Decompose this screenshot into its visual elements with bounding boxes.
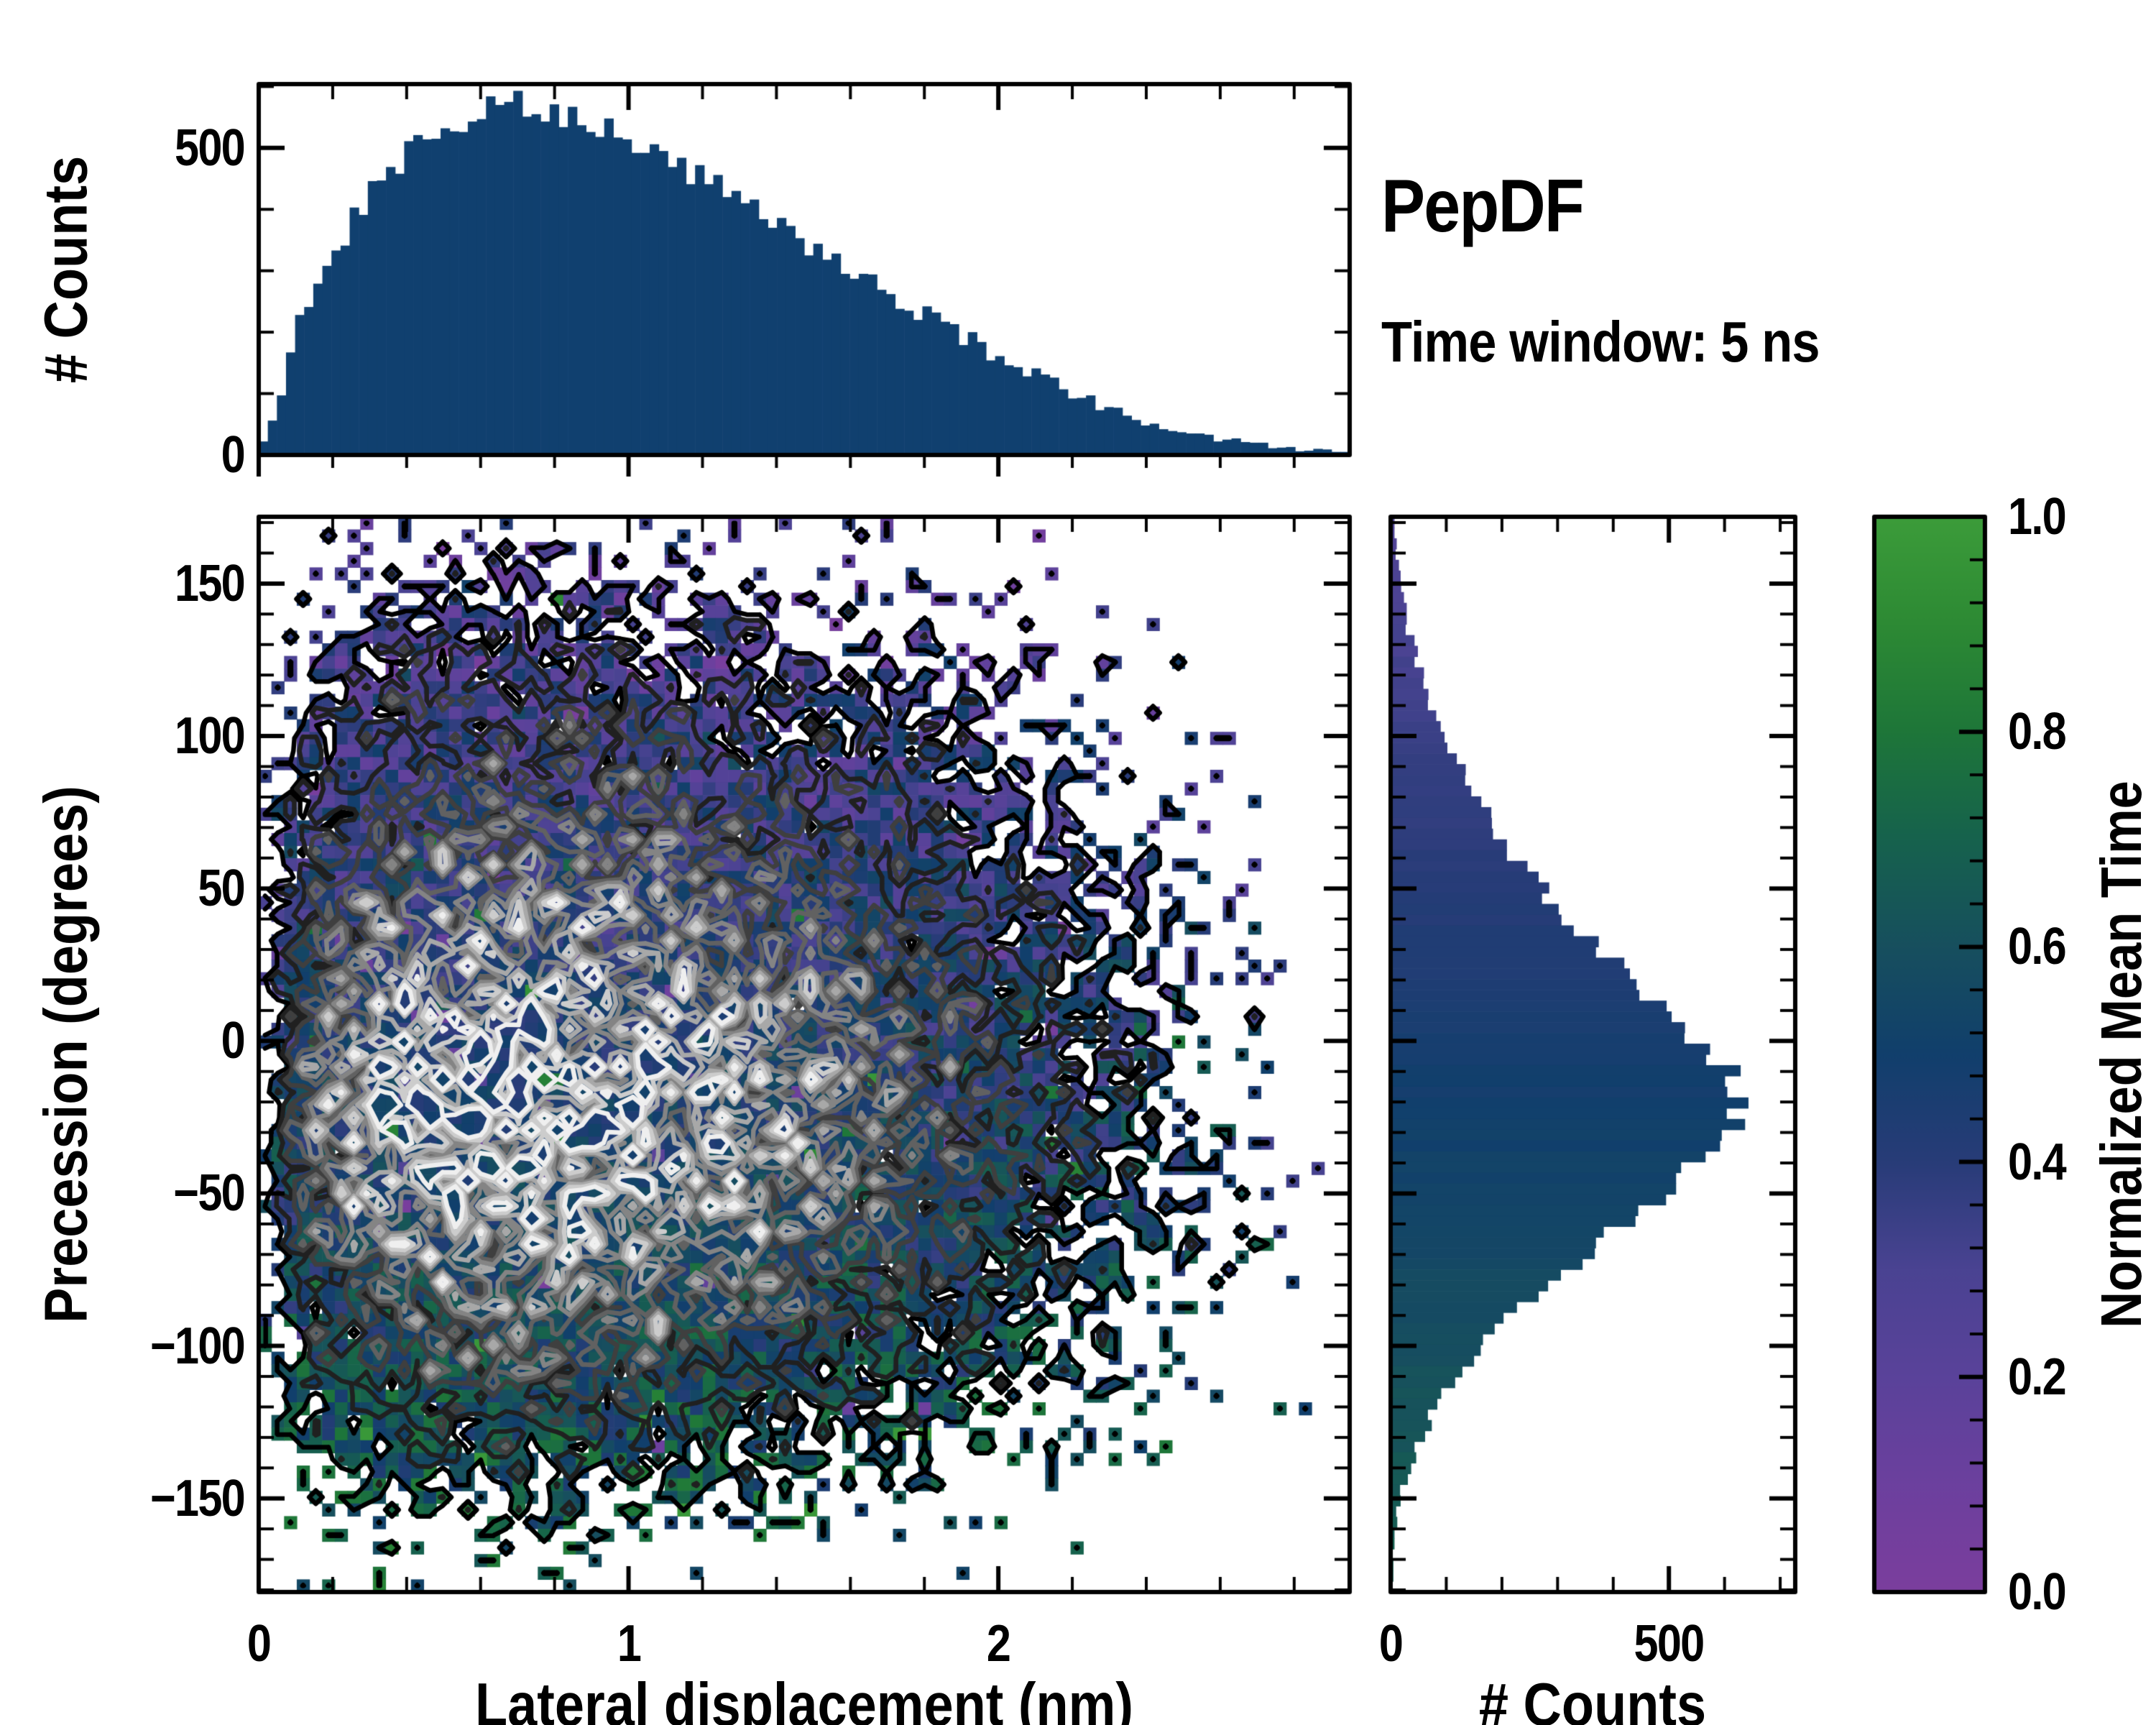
colorbar-tick-label: 0.4 — [2008, 1133, 2067, 1191]
colorbar-tick-label: 0.8 — [2008, 703, 2067, 761]
colorbar-tick-label: 1.0 — [2008, 488, 2067, 546]
top-hist-y-tick-label: 500 — [174, 119, 246, 177]
colorbar-label: Normalized Mean Time — [2089, 781, 2153, 1328]
right-hist-x-tick-label: 0 — [1378, 1615, 1404, 1673]
main-y-tick-label: 50 — [198, 860, 245, 918]
main-y-tick-label: −50 — [173, 1164, 245, 1223]
right-hist-x-tick-label: 500 — [1634, 1615, 1705, 1673]
main-y-axis-label: Precession (degrees) — [32, 786, 100, 1323]
figure-title: PepDF — [1381, 165, 1585, 248]
main-x-tick-label: 2 — [986, 1615, 1011, 1673]
main-y-tick-label: −150 — [149, 1469, 246, 1527]
main-y-tick-label: 0 — [221, 1012, 246, 1070]
top-hist-y-axis-label: # Counts — [32, 155, 100, 384]
main-x-tick-label: 1 — [617, 1615, 641, 1673]
colorbar-tick-label: 0.6 — [2008, 918, 2067, 976]
main-x-tick-label: 0 — [247, 1615, 272, 1673]
main-y-tick-label: 100 — [174, 707, 246, 765]
colorbar-tick-label: 0.0 — [2008, 1563, 2067, 1621]
main-y-tick-label: 150 — [174, 554, 246, 612]
top-hist-y-tick-label: 0 — [221, 426, 246, 484]
right-hist-x-axis-label: # Counts — [1478, 1670, 1707, 1725]
main-y-tick-label: −100 — [149, 1317, 246, 1375]
figure-subtitle: Time window: 5 ns — [1381, 310, 1820, 374]
colorbar-tick-label: 0.2 — [2008, 1348, 2067, 1406]
main-x-axis-label: Lateral displacement (nm) — [474, 1670, 1134, 1725]
